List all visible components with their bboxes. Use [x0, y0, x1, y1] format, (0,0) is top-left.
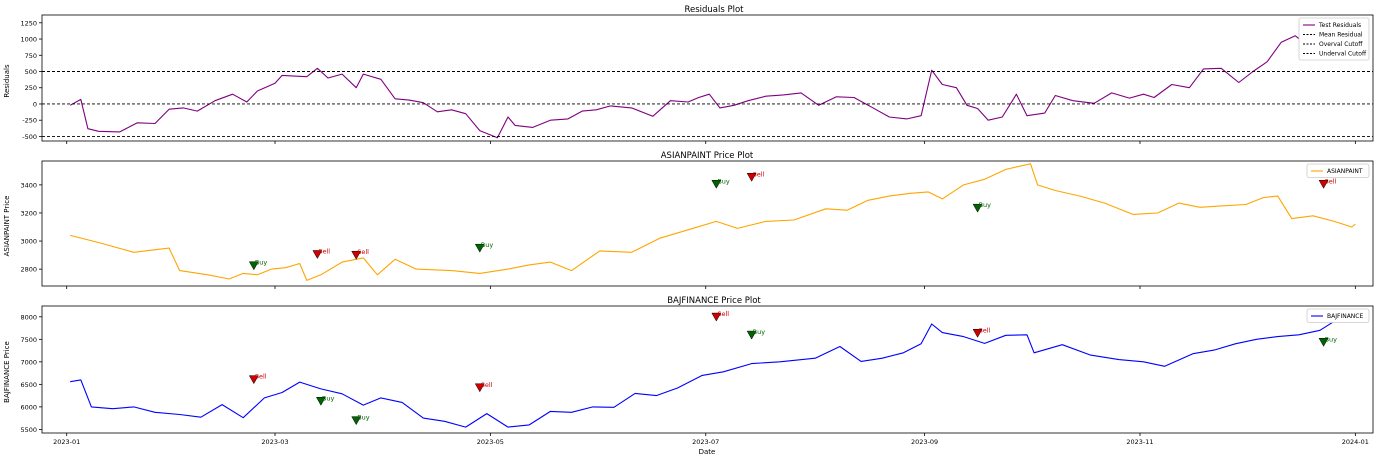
bajfinance-ytick-label: 7500	[20, 336, 37, 344]
asianpaint-ylabel: ASIANPAINT Price	[3, 196, 11, 257]
residuals-legend: Test Residuals Mean Residual Overval Cutof…	[1298, 17, 1370, 61]
bajfinance-sell-marker	[711, 312, 722, 322]
bajfinance-ytick-label: 5500	[20, 426, 37, 434]
bajfinance-title: BAJFINANCE Price Plot	[667, 296, 761, 306]
asianpaint-series-line	[70, 163, 1356, 281]
asianpaint-buy-label: Buy	[979, 201, 992, 209]
bajfinance-legend-label: BAJFINANCE	[1327, 313, 1363, 320]
asianpaint-sell-label: Sell	[753, 170, 765, 178]
xtick-label: 2023-01	[53, 438, 80, 446]
bajfinance-buy-label: Buy	[1325, 335, 1338, 343]
asianpaint-legend-box	[1306, 163, 1370, 178]
xtick-label: 2023-03	[261, 438, 288, 446]
residuals-ytick-label: 500	[25, 68, 37, 76]
bajfinance-buy-marker	[746, 330, 757, 340]
bajfinance-sell-label: Sell	[255, 373, 267, 381]
bajfinance-buy-marker	[351, 416, 362, 426]
residuals-legend-label: Underval Cutoff	[1319, 51, 1367, 58]
asianpaint-sell-label: Sell	[357, 248, 369, 256]
bajfinance-sell-marker	[972, 329, 983, 338]
asianpaint-buy-marker	[474, 243, 485, 253]
bajfinance-panel: BAJFINANCE Price Plot BAJFINANCE Price D…	[3, 296, 1374, 456]
residuals-ytick-label: -250	[22, 117, 37, 125]
xtick-label: 2023-07	[692, 438, 719, 446]
bajfinance-buy-marker	[315, 397, 326, 406]
residuals-ytick-label: 0	[33, 100, 37, 108]
asianpaint-title: ASIANPAINT Price Plot	[661, 151, 754, 161]
xtick-label: 2023-11	[1126, 438, 1153, 446]
residuals-legend-label: Overval Cutoff	[1319, 41, 1363, 48]
asianpaint-buy-marker	[711, 180, 722, 189]
asianpaint-panel: ASIANPAINT Price Plot ASIANPAINT Price 2…	[3, 151, 1374, 289]
asianpaint-legend: ASIANPAINT	[1306, 163, 1370, 178]
residuals-ytick-label: 1250	[20, 19, 37, 27]
residuals-panel: Residuals Plot Residuals -500 -250 0 250 500…	[3, 5, 1374, 144]
residuals-plot-frame	[41, 14, 1374, 142]
asianpaint-buy-label: Buy	[481, 241, 494, 249]
bajfinance-series-line	[70, 315, 1356, 428]
x-axis-label: Date	[699, 448, 716, 456]
bajfinance-ytick-label: 7000	[20, 358, 37, 366]
residuals-ylabel: Residuals	[3, 64, 11, 98]
asianpaint-buy-marker	[972, 203, 983, 213]
asianpaint-sell-marker	[1318, 180, 1329, 189]
asianpaint-sell-marker	[746, 173, 757, 182]
asianpaint-plot-frame	[41, 160, 1374, 287]
residuals-ytick-label: -500	[22, 133, 37, 141]
bajfinance-ytick-label: 6000	[20, 403, 37, 411]
asianpaint-buy-marker	[248, 261, 259, 271]
bajfinance-legend: BAJFINANCE	[1306, 308, 1370, 323]
residuals-legend-label: Test Residuals	[1318, 22, 1361, 29]
residuals-title: Residuals Plot	[684, 5, 744, 15]
xtick-label: 2023-05	[477, 438, 504, 446]
bajfinance-sell-marker	[248, 375, 259, 385]
asianpaint-sell-label: Sell	[318, 248, 330, 256]
asianpaint-legend-label: ASIANPAINT	[1327, 168, 1363, 175]
asianpaint-sell-marker	[312, 250, 323, 260]
asianpaint-ytick-label: 2800	[20, 266, 37, 274]
asianpaint-buy-label: Buy	[717, 177, 730, 185]
residuals-legend-box	[1298, 17, 1370, 61]
asianpaint-buy-label: Buy	[255, 259, 268, 267]
xtick-label: 2024-01	[1342, 438, 1369, 446]
asianpaint-ytick-label: 3000	[20, 238, 37, 246]
bajfinance-sell-label: Sell	[979, 326, 991, 334]
bajfinance-ytick-label: 6500	[20, 381, 37, 389]
bajfinance-buy-label: Buy	[753, 328, 766, 336]
residuals-legend-label: Mean Residual	[1319, 32, 1363, 39]
asianpaint-ytick-label: 3400	[20, 181, 37, 189]
asianpaint-sell-marker	[351, 250, 362, 260]
asianpaint-ytick-label: 3200	[20, 209, 37, 217]
bajfinance-sell-label: Sell	[717, 310, 729, 318]
bajfinance-sell-label: Sell	[481, 381, 493, 389]
xtick-label: 2023-09	[911, 438, 938, 446]
bajfinance-buy-label: Buy	[357, 414, 370, 422]
residuals-series-line	[69, 22, 1356, 139]
bajfinance-ylabel: BAJFINANCE Price	[3, 341, 11, 403]
bajfinance-plot-frame	[41, 305, 1374, 434]
residuals-ytick-label: 1000	[20, 36, 37, 44]
bajfinance-buy-label: Buy	[322, 394, 335, 402]
bajfinance-legend-box	[1306, 308, 1370, 323]
asianpaint-sell-label: Sell	[1325, 177, 1337, 185]
bajfinance-ytick-label: 8000	[20, 313, 37, 321]
bajfinance-sell-marker	[474, 383, 485, 393]
bajfinance-buy-marker	[1318, 338, 1329, 347]
residuals-ytick-label: 750	[25, 52, 37, 60]
residuals-ytick-label: 250	[25, 84, 37, 92]
